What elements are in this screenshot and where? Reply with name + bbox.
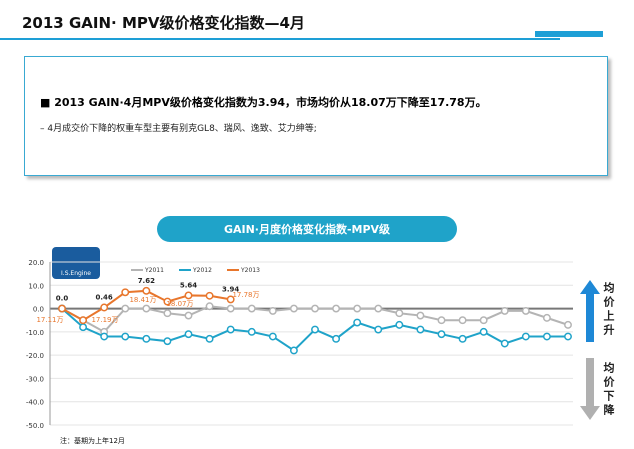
data-point bbox=[268, 332, 277, 341]
data-label: 5.64 bbox=[180, 281, 197, 289]
data-point bbox=[332, 334, 341, 343]
data-point bbox=[458, 334, 467, 343]
data-point bbox=[311, 325, 319, 334]
summary-box bbox=[24, 56, 608, 176]
data-point bbox=[395, 309, 404, 318]
data-point bbox=[163, 297, 172, 306]
data-label: 7.62 bbox=[138, 277, 155, 285]
up-arrow bbox=[580, 280, 600, 342]
slide-title: 2013 GAIN· MPV级价格变化指数—4月 bbox=[22, 14, 305, 32]
legend-label: Y2011 bbox=[144, 267, 164, 274]
data-label: 3.94 bbox=[222, 285, 239, 293]
data-point bbox=[100, 303, 109, 312]
data-point bbox=[142, 334, 151, 343]
price-annotation: 17.11万 bbox=[36, 316, 63, 324]
data-point bbox=[142, 286, 151, 295]
down-arrow bbox=[580, 358, 600, 420]
data-point bbox=[226, 304, 235, 313]
data-point bbox=[353, 318, 362, 327]
side-label-down: 均价下降 bbox=[602, 362, 615, 418]
data-point bbox=[416, 311, 425, 320]
side-label-up: 均价上升 bbox=[602, 282, 615, 338]
data-point bbox=[416, 325, 425, 334]
data-point bbox=[521, 306, 530, 315]
data-point bbox=[437, 316, 446, 325]
data-point bbox=[247, 327, 256, 336]
data-point bbox=[100, 332, 109, 341]
bullet: – 4月成交价下降的权重车型主要有别克GL8、瑞风、逸致、艾力绅等; bbox=[40, 124, 317, 134]
data-point bbox=[289, 346, 298, 355]
data-point bbox=[289, 304, 298, 313]
logo bbox=[52, 247, 100, 279]
bullet: ■ 2013 GAIN·4月MPV级价格变化指数为3.94，市场均价从18.07… bbox=[40, 96, 487, 109]
data-point bbox=[374, 304, 383, 313]
data-point bbox=[542, 332, 551, 341]
data-point bbox=[121, 288, 130, 297]
y-tick-label: 0.0 bbox=[33, 306, 44, 314]
data-point bbox=[500, 339, 509, 348]
data-point bbox=[542, 313, 551, 322]
data-point bbox=[58, 304, 66, 313]
data-point bbox=[564, 320, 572, 329]
data-point bbox=[184, 291, 193, 300]
price-annotation: 17.19万 bbox=[91, 316, 118, 324]
y-tick-label: 10.0 bbox=[28, 282, 44, 290]
data-label: 0.0 bbox=[56, 295, 69, 303]
data-point bbox=[311, 304, 319, 313]
y-tick-label: 20.0 bbox=[28, 259, 44, 267]
data-point bbox=[395, 320, 404, 329]
logo-text: I.S.Engine bbox=[61, 270, 91, 277]
y-tick-label: -10.0 bbox=[26, 329, 44, 337]
data-point bbox=[121, 332, 130, 341]
data-point bbox=[437, 330, 446, 339]
data-point bbox=[458, 316, 467, 325]
data-point bbox=[205, 291, 214, 300]
y-tick-label: -50.0 bbox=[26, 422, 44, 430]
y-tick-label: -40.0 bbox=[26, 399, 44, 407]
title-accent bbox=[535, 31, 603, 37]
data-point bbox=[353, 304, 362, 313]
legend-label: Y2013 bbox=[240, 267, 260, 274]
data-point bbox=[564, 332, 572, 341]
data-point bbox=[226, 295, 235, 304]
data-point bbox=[479, 316, 488, 325]
legend-label: Y2012 bbox=[192, 267, 212, 274]
data-point bbox=[226, 325, 235, 334]
price-annotation: 17.78万 bbox=[232, 291, 259, 299]
data-point bbox=[374, 325, 383, 334]
data-point bbox=[142, 304, 151, 313]
title-rule bbox=[0, 38, 560, 40]
data-point bbox=[163, 309, 172, 318]
data-point bbox=[332, 304, 341, 313]
price-annotation: 18.07万 bbox=[166, 300, 193, 308]
data-label: 0.46 bbox=[96, 294, 113, 302]
y-tick-label: -20.0 bbox=[26, 352, 44, 360]
data-point bbox=[184, 311, 193, 320]
data-point bbox=[121, 304, 130, 313]
data-point bbox=[500, 306, 509, 315]
price-annotation: 18.41万 bbox=[129, 296, 156, 304]
chart-title: GAIN·月度价格变化指数-MPV级 bbox=[224, 222, 391, 236]
data-point bbox=[163, 337, 172, 346]
data-point bbox=[479, 327, 488, 336]
data-point bbox=[268, 306, 277, 315]
y-tick-label: -30.0 bbox=[26, 375, 44, 383]
data-point bbox=[205, 334, 214, 343]
data-point bbox=[79, 316, 88, 325]
data-point bbox=[247, 304, 256, 313]
note: 注：基期为上年12月 bbox=[60, 437, 125, 445]
data-point bbox=[205, 302, 214, 311]
data-point bbox=[521, 332, 530, 341]
chart-title-pill bbox=[157, 216, 457, 242]
data-point bbox=[79, 323, 88, 332]
data-point bbox=[184, 330, 193, 339]
